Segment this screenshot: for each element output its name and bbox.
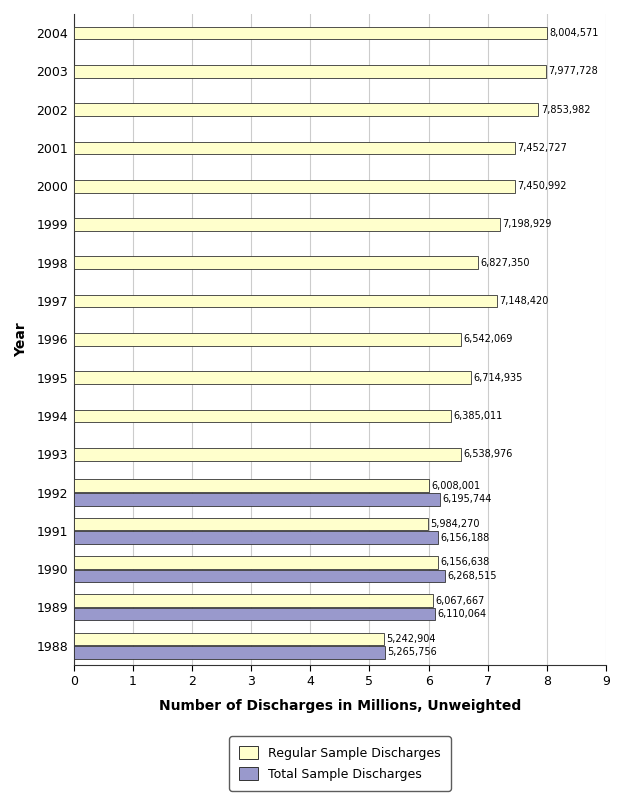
Text: 7,148,420: 7,148,420 xyxy=(499,296,548,306)
Text: 6,008,001: 6,008,001 xyxy=(432,481,480,491)
Bar xyxy=(74,409,451,422)
Bar xyxy=(74,608,435,621)
Text: 6,268,515: 6,268,515 xyxy=(447,571,497,581)
Text: 6,714,935: 6,714,935 xyxy=(474,372,523,383)
Bar xyxy=(74,333,461,346)
Bar xyxy=(74,570,444,582)
Text: 6,067,667: 6,067,667 xyxy=(435,596,484,606)
Text: 7,450,992: 7,450,992 xyxy=(517,181,567,191)
Legend: Regular Sample Discharges, Total Sample Discharges: Regular Sample Discharges, Total Sample … xyxy=(229,736,451,791)
Text: 6,110,064: 6,110,064 xyxy=(437,609,487,619)
Text: 6,538,976: 6,538,976 xyxy=(463,449,512,459)
Bar xyxy=(74,594,432,607)
Bar xyxy=(74,180,515,192)
Bar xyxy=(74,256,477,269)
Bar xyxy=(74,103,539,116)
Text: 7,853,982: 7,853,982 xyxy=(541,105,590,115)
Bar xyxy=(74,480,429,492)
Text: 6,827,350: 6,827,350 xyxy=(480,258,530,268)
Text: 8,004,571: 8,004,571 xyxy=(550,28,599,38)
Text: 7,977,728: 7,977,728 xyxy=(548,66,598,76)
Bar xyxy=(74,26,547,39)
Y-axis label: Year: Year xyxy=(14,322,28,356)
Text: 5,242,904: 5,242,904 xyxy=(386,634,436,644)
Text: 5,984,270: 5,984,270 xyxy=(430,519,480,529)
Bar xyxy=(74,531,438,544)
Bar xyxy=(74,633,384,646)
X-axis label: Number of Discharges in Millions, Unweighted: Number of Discharges in Millions, Unweig… xyxy=(158,699,521,714)
Bar xyxy=(74,142,515,155)
Text: 6,156,188: 6,156,188 xyxy=(441,533,489,542)
Text: 6,385,011: 6,385,011 xyxy=(454,411,503,421)
Bar xyxy=(74,646,385,658)
Text: 6,156,638: 6,156,638 xyxy=(441,557,490,567)
Text: 7,452,727: 7,452,727 xyxy=(517,143,567,153)
Text: 6,195,744: 6,195,744 xyxy=(442,494,492,505)
Text: 7,198,929: 7,198,929 xyxy=(502,219,552,230)
Bar xyxy=(74,218,500,231)
Bar xyxy=(74,448,461,461)
Bar xyxy=(74,372,471,384)
Bar xyxy=(74,65,545,78)
Text: 6,542,069: 6,542,069 xyxy=(463,334,512,344)
Bar xyxy=(74,295,497,308)
Bar xyxy=(74,493,441,505)
Bar xyxy=(74,517,427,530)
Bar xyxy=(74,556,438,569)
Text: 5,265,756: 5,265,756 xyxy=(388,647,437,658)
